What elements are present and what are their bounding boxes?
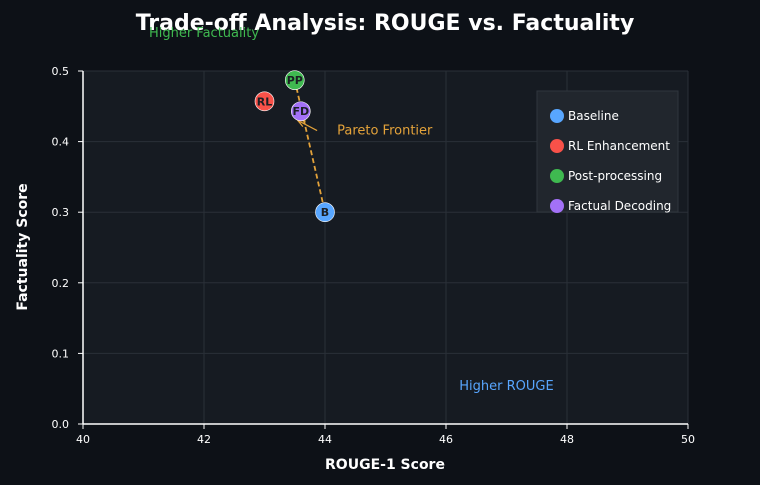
data-points: B RL PP FD — [254, 70, 335, 222]
y-axis-label: Factuality Score — [15, 183, 31, 310]
data-point — [290, 101, 311, 122]
legend-marker — [550, 139, 564, 153]
data-point — [284, 70, 305, 90]
legend: Baseline RL Enhancement Post-processing Fac… — [536, 90, 679, 213]
pareto-frontier — [293, 79, 326, 213]
y-tick-label: 0.4 — [52, 136, 70, 149]
data-point-label: FD — [292, 105, 309, 118]
annotation-text: Pareto Frontier — [337, 124, 433, 139]
x-tick-labels: 40 42 44 46 48 50 — [76, 433, 695, 446]
x-tick-label: 46 — [439, 433, 453, 446]
legend-marker — [550, 109, 564, 123]
legend-entry: RL Enhancement — [568, 139, 670, 153]
data-point-label: RL — [257, 95, 272, 108]
frontier-line — [293, 79, 326, 213]
annotation-arrow — [297, 119, 318, 132]
axes — [78, 70, 689, 429]
legend-entry: Factual Decoding — [568, 199, 671, 213]
data-point — [254, 91, 275, 112]
y-tick-label: 0.1 — [52, 347, 70, 360]
x-tick-label: 40 — [76, 433, 90, 446]
x-axis-label: ROUGE-1 Score — [325, 457, 445, 473]
data-point-label: PP — [287, 74, 303, 87]
y-tick-label: 0.5 — [52, 65, 70, 78]
annotation-text: Higher ROUGE — [459, 379, 553, 394]
legend-entry: Baseline — [568, 109, 619, 123]
legend-marker — [550, 169, 564, 183]
legend-marker — [550, 199, 564, 213]
annotation-text: Higher Factuality — [149, 26, 259, 41]
x-tick-label: 50 — [681, 433, 695, 446]
y-tick-label: 0.2 — [52, 277, 70, 290]
y-tick-labels: 0.0 0.1 0.2 0.3 0.4 0.5 — [52, 65, 70, 431]
chart-title: Trade-off Analysis: ROUGE vs. Factuality — [136, 11, 635, 36]
annotations: Pareto Frontier Higher Factuality Higher R… — [149, 26, 554, 394]
y-tick-label: 0.0 — [52, 418, 70, 431]
x-tick-label: 48 — [560, 433, 574, 446]
data-point — [315, 202, 335, 222]
x-tick-label: 44 — [318, 433, 332, 446]
y-tick-label: 0.3 — [52, 206, 70, 219]
data-point-label: B — [321, 206, 329, 219]
legend-entry: Post-processing — [568, 169, 662, 183]
x-tick-label: 42 — [197, 433, 211, 446]
